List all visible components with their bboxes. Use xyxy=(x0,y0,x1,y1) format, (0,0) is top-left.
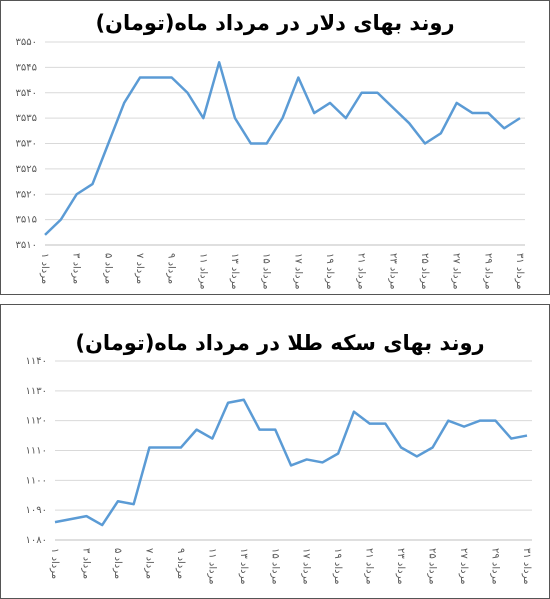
x-tick-label: ۷ مرداد xyxy=(143,548,154,579)
x-tick-label: ۲۷ مرداد xyxy=(458,548,469,584)
x-tick-label: ۱۳ مرداد xyxy=(229,253,240,289)
chart-title: روند بهای سکه طلا در مرداد ماه(تومان) xyxy=(75,331,484,355)
y-tick-label: ۳۵۵۰ xyxy=(16,37,37,48)
y-tick-label: ۱۱۰۰ xyxy=(26,475,47,486)
x-tick-label: ۱۱ مرداد xyxy=(206,548,217,584)
x-tick-label: ۹ مرداد xyxy=(175,548,186,579)
x-tick-label: ۱۹ مرداد xyxy=(332,548,343,584)
frame xyxy=(0,0,550,295)
y-tick-label: ۱۰۸۰ xyxy=(26,535,47,546)
x-tick-label: ۹ مرداد xyxy=(166,253,177,284)
x-tick-label: ۳۱ مرداد xyxy=(514,253,525,289)
y-tick-label: ۱۱۲۰ xyxy=(26,416,47,427)
y-tick-label: ۳۵۱۰ xyxy=(16,240,37,251)
x-tick-label: ۱ مرداد xyxy=(39,253,50,284)
y-tick-label: ۳۵۲۰ xyxy=(16,189,37,200)
x-tick-label: ۵ مرداد xyxy=(112,548,123,579)
y-tick-label: ۳۵۲۵ xyxy=(16,164,37,175)
x-tick-label: ۳۱ مرداد xyxy=(521,548,532,584)
chart-title: روند بهای دلار در مرداد ماه(تومان) xyxy=(95,11,454,35)
x-tick-label: ۲۵ مرداد xyxy=(427,548,438,584)
x-tick-label: ۲۱ مرداد xyxy=(364,548,375,584)
y-tick-label: ۳۵۱۵ xyxy=(16,215,37,226)
x-tick-label: ۷ مرداد xyxy=(134,253,145,284)
x-tick-label: ۳ مرداد xyxy=(80,548,91,579)
x-tick-label: ۲۹ مرداد xyxy=(482,253,493,289)
y-tick-label: ۳۵۳۵ xyxy=(16,113,37,124)
x-tick-label: ۱۹ مرداد xyxy=(324,253,335,289)
x-tick-label: ۱۳ مرداد xyxy=(238,548,249,584)
y-tick-label: ۳۵۴۵ xyxy=(16,62,37,73)
x-tick-label: ۱۱ مرداد xyxy=(197,253,208,289)
x-tick-label: ۱۷ مرداد xyxy=(301,548,312,584)
y-tick-label: ۳۵۳۰ xyxy=(16,139,37,150)
x-tick-label: ۲۳ مرداد xyxy=(387,253,398,289)
x-tick-label: ۲۱ مرداد xyxy=(356,253,367,289)
x-tick-label: ۲۷ مرداد xyxy=(451,253,462,289)
chart: روند بهای دلار در مرداد ماه(تومان) ۳۵۱۰ ۳… xyxy=(0,0,550,295)
x-tick-label: ۲۳ مرداد xyxy=(395,548,406,584)
y-tick-label: ۳۵۴۰ xyxy=(16,88,37,99)
y-tick-label: ۱۱۳۰ xyxy=(26,386,47,397)
x-tick-label: ۱ مرداد xyxy=(49,548,60,579)
y-tick-label: ۱۱۴۰ xyxy=(26,356,47,367)
x-tick-label: ۱۵ مرداد xyxy=(261,253,272,289)
x-tick-label: ۱۵ مرداد xyxy=(269,548,280,584)
x-tick-label: ۵ مرداد xyxy=(102,253,113,284)
x-tick-label: ۲۵ مرداد xyxy=(419,253,430,289)
x-tick-label: ۲۹ مرداد xyxy=(490,548,501,584)
x-tick-label: ۱۷ مرداد xyxy=(292,253,303,289)
chart: روند بهای سکه طلا در مرداد ماه(تومان) ۱۰… xyxy=(0,304,550,599)
x-tick-label: ۳ مرداد xyxy=(71,253,82,284)
y-tick-label: ۱۰۹۰ xyxy=(26,505,47,516)
line-series xyxy=(54,398,528,527)
line-series xyxy=(44,61,521,236)
y-tick-label: ۱۱۱۰ xyxy=(26,446,47,457)
